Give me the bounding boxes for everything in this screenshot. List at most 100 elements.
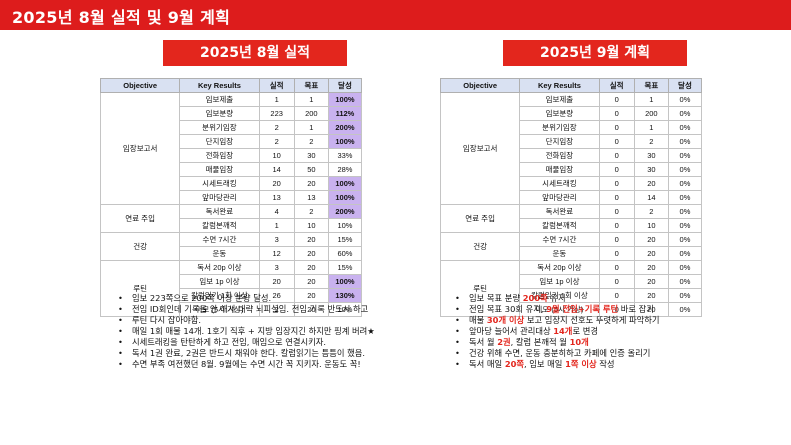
- table-row: 분위기임장 2 1 200%: [101, 120, 363, 135]
- rate-cell: 100%: [327, 274, 363, 289]
- actual-cell: 0: [598, 246, 635, 261]
- highlight-text: 20쪽: [504, 359, 524, 369]
- actual-cell: 0: [598, 92, 635, 107]
- rate-cell: 112%: [327, 106, 363, 121]
- actual-cell: 10: [258, 148, 295, 163]
- actual-cell: 2: [258, 134, 295, 149]
- table-row: 루틴 독서 20p 이상 0 20 0%: [439, 260, 703, 317]
- key-result-cell: 수면 7시간: [179, 232, 260, 247]
- rate-cell: 0%: [667, 190, 703, 205]
- august-title: 2025년 8월 실적: [163, 40, 347, 66]
- target-cell: 10: [293, 218, 329, 233]
- actual-cell: 223: [258, 106, 295, 121]
- objective-cell: 연료 주입: [439, 204, 521, 233]
- key-result-cell: 칼럼본깨적: [519, 218, 600, 233]
- rate-cell: 15%: [327, 260, 363, 275]
- target-cell: 20: [293, 246, 329, 261]
- note-text: 건강 위해 수면, 운동 충분히하고 카페에 인증 올리기: [469, 348, 651, 358]
- table-row: 칼럼본깨적 1 10 10%: [101, 218, 363, 233]
- key-result-cell: 칼럼본깨적: [179, 218, 260, 233]
- actual-cell: 13: [258, 190, 295, 205]
- note-item: 매일 1회 매물 14개. 1호기 직후 + 지방 임장지긴 하지만 핑계 버려…: [118, 326, 438, 337]
- target-cell: 2: [293, 134, 329, 149]
- actual-cell: 0: [598, 204, 635, 219]
- actual-cell: 0: [598, 134, 635, 149]
- key-result-cell: 분위기임장: [179, 120, 260, 135]
- target-cell: 20: [633, 274, 669, 289]
- table-row: 건강 수면 7시간 0 20 0%: [439, 232, 703, 261]
- rate-cell: 0%: [667, 106, 703, 121]
- key-result-cell: 매물임장: [519, 162, 600, 177]
- col-objective: Objective: [99, 78, 181, 93]
- target-cell: 20: [293, 232, 329, 247]
- table-row: 매물임장 14 50 28%: [101, 162, 363, 177]
- header-bar: 2025년 8월 실적 및 9월 계획: [0, 0, 791, 30]
- target-cell: 14: [633, 190, 669, 205]
- september-title: 2025년 9월 계획: [503, 40, 687, 66]
- note-item: 시세트래킹을 탄탄하게 하고 전임, 매임으로 연결시키자.: [118, 337, 438, 348]
- note-text: 앞마당 늘어서 관리대상: [469, 326, 554, 336]
- table-header-row: Objective Key Results 실적 목표 달성: [99, 78, 363, 93]
- target-cell: 20: [293, 260, 329, 275]
- rate-cell: 0%: [667, 218, 703, 233]
- target-cell: 13: [293, 190, 329, 205]
- rate-cell: 0%: [667, 246, 703, 261]
- target-cell: 20: [293, 176, 329, 191]
- table-row: 칼럼본깨적 0 10 0%: [441, 218, 703, 233]
- key-result-cell: 독서완료: [519, 204, 600, 219]
- note-text: 유지: [547, 293, 566, 303]
- col-actual: 실적: [598, 78, 635, 93]
- note-text: 독서 월: [469, 337, 498, 347]
- table-row: 단지임장 0 2 0%: [441, 134, 703, 149]
- target-cell: 200: [633, 106, 669, 121]
- target-cell: 2: [633, 204, 669, 219]
- rate-cell: 100%: [327, 92, 363, 107]
- actual-cell: 0: [598, 120, 635, 135]
- key-result-cell: 수면 7시간: [519, 232, 600, 247]
- august-panel: 2025년 8월 실적 Objective Key Results 실적 목표 …: [99, 40, 410, 317]
- key-result-cell: 독서완료: [179, 204, 260, 219]
- objective-cell: 임장보고서: [99, 92, 181, 205]
- rate-cell: 0%: [667, 134, 703, 149]
- actual-cell: 0: [598, 218, 635, 233]
- highlight-text: 1쪽 이상: [565, 359, 597, 369]
- key-result-cell: 임보 1p 이상: [179, 274, 260, 289]
- rate-cell: 28%: [327, 162, 363, 177]
- note-text: 로 변경: [572, 326, 598, 336]
- note-text: 작성: [596, 359, 615, 369]
- key-result-cell: 독서 20p 이상: [179, 260, 260, 275]
- table-row: 연료 주입 독서완료 4 2 200%: [99, 204, 363, 233]
- target-cell: 1: [633, 120, 669, 135]
- target-cell: 1: [633, 92, 669, 107]
- note-text: 전임 목표 30회 유지,: [469, 304, 547, 314]
- col-objective: Objective: [439, 78, 521, 93]
- note-item: 루틴 다시 잡아야함.: [118, 315, 438, 326]
- actual-cell: 0: [598, 106, 635, 121]
- key-result-cell: 임보 1p 이상: [519, 274, 600, 289]
- key-result-cell: 전화임장: [179, 148, 260, 163]
- col-target: 목표: [293, 78, 329, 93]
- col-rate: 달성: [667, 78, 703, 93]
- actual-cell: 0: [598, 148, 635, 163]
- rate-cell: 200%: [327, 204, 363, 219]
- highlight-text: 14개: [553, 326, 573, 336]
- key-result-cell: 매물임장: [179, 162, 260, 177]
- note-item: 전임 목표 30회 유지, 9월 전임+기록 루틴 바로 잡기: [455, 304, 775, 315]
- note-text: , 칼럼 본깨적 월: [510, 337, 570, 347]
- key-result-cell: 단지임장: [179, 134, 260, 149]
- rate-cell: 0%: [667, 204, 703, 219]
- table-row: 매물임장 0 30 0%: [441, 162, 703, 177]
- actual-cell: 2: [258, 120, 295, 135]
- actual-cell: 20: [258, 274, 295, 289]
- col-target: 목표: [633, 78, 669, 93]
- key-result-cell: 임보분량: [519, 106, 600, 121]
- table-row: 임장보고서 임보제출 1 1 100%: [99, 92, 363, 205]
- september-notes: 임보 목표 분량 200쪽 유지전임 목표 30회 유지, 9월 전임+기록 루…: [455, 293, 775, 370]
- key-result-cell: 독서 20p 이상: [519, 260, 600, 275]
- actual-cell: 0: [598, 260, 635, 275]
- target-cell: 30: [633, 148, 669, 163]
- target-cell: 2: [633, 134, 669, 149]
- objective-cell: 건강: [439, 232, 521, 261]
- actual-cell: 0: [598, 162, 635, 177]
- note-text: 매물: [469, 315, 487, 325]
